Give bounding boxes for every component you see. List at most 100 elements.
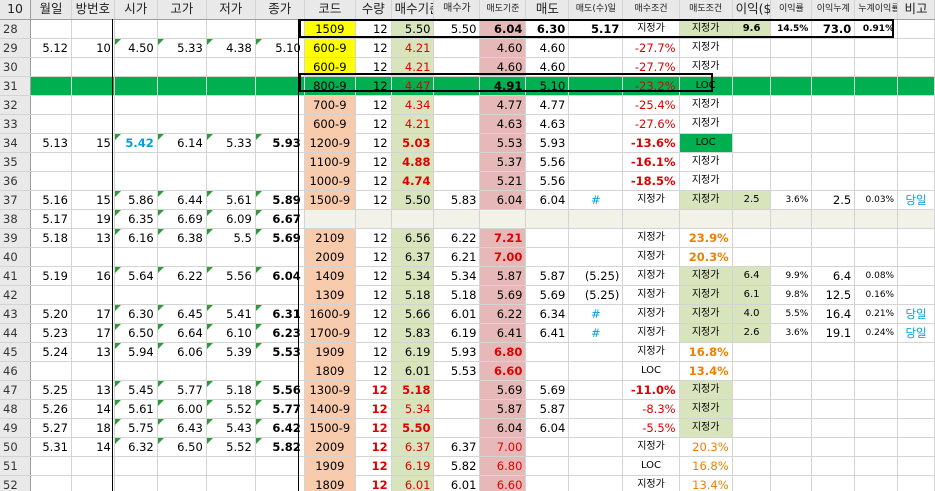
cell-buy-price-col[interactable]: 6.01 [433,304,481,324]
cell-code-col[interactable]: 1500-9 [304,190,356,210]
cell-sell-cond-col[interactable]: 지정가 [679,57,733,77]
row-header[interactable]: 40 [0,247,32,267]
cell-high-col[interactable] [157,57,207,77]
cell-low-col[interactable]: 5.43 [206,418,256,438]
cell-buy-price-col[interactable]: 5.93 [433,342,481,362]
cell-high-col[interactable]: 6.50 [157,437,207,457]
cell-note-col[interactable] [897,342,935,362]
cell-profit-cum-col[interactable]: 73.0 [811,19,856,39]
cell-close-col[interactable] [255,57,305,77]
cell-buy-price-col[interactable] [433,209,481,229]
cell-sell-date-col[interactable] [568,437,624,457]
cell-profit-col[interactable] [732,437,772,457]
cell-buy-cond-col[interactable]: 지정가 [622,266,680,286]
cell-high-col[interactable]: 6.44 [157,190,207,210]
cell-sell-cond-col[interactable]: 16.8% [679,342,733,362]
cell-open-col[interactable] [114,475,158,491]
cell-sell-date-col[interactable] [568,95,624,115]
cell-code-col[interactable]: 1000-9 [304,171,356,191]
cell-note-col[interactable] [897,266,935,286]
cell-note-col[interactable] [897,152,935,172]
cell-sell-basis-col[interactable]: 4.60 [479,38,527,58]
row-header[interactable]: 31 [0,76,32,96]
cell-profit-cum-col[interactable] [811,361,856,381]
cell-low-col[interactable] [206,152,256,172]
cell-profit-rate-col[interactable] [770,456,813,476]
cell-close-col[interactable]: 5.89 [255,190,305,210]
cell-profit-cum-col[interactable] [811,228,856,248]
cell-qty-col[interactable]: 12 [355,76,392,96]
cell-buy-basis-col[interactable]: 6.37 [391,437,435,457]
cell-profit-cum-col[interactable] [811,152,856,172]
cell-sell-cond-col[interactable]: 지정가 [679,114,733,134]
row-header[interactable]: 34 [0,133,32,153]
cell-date-col[interactable]: 5.31 [30,437,72,457]
cell-sell-date-col[interactable] [568,38,624,58]
cell-sell-cond-col[interactable]: LOC [679,76,733,96]
cell-sell-basis-col[interactable]: 4.91 [479,76,527,96]
cell-high-col[interactable]: 6.43 [157,418,207,438]
cell-profit-col[interactable] [732,475,772,491]
cell-sell-date-col[interactable] [568,57,624,77]
cell-profit-col[interactable] [732,247,772,267]
cell-sell-date-col[interactable] [568,171,624,191]
cell-sell-date-col[interactable] [568,152,624,172]
cell-profit-cum-col[interactable] [811,456,856,476]
cell-buy-basis-col[interactable]: 5.83 [391,323,435,343]
cell-buy-cond-col[interactable]: -5.5% [622,418,680,438]
cell-code-col[interactable]: 1700-9 [304,323,356,343]
cell-high-col[interactable] [157,361,207,381]
cell-close-col[interactable]: 6.31 [255,304,305,324]
cell-open-col[interactable] [114,361,158,381]
cell-profit-rate-col[interactable]: 9.9% [770,266,813,286]
cell-date-col[interactable] [30,247,72,267]
cell-open-col[interactable]: 6.50 [114,323,158,343]
cell-high-col[interactable]: 5.33 [157,38,207,58]
cell-note-col[interactable] [897,456,935,476]
cell-qty-col[interactable]: 12 [355,152,392,172]
cell-room-col[interactable] [71,76,115,96]
cell-room-col[interactable]: 14 [71,399,115,419]
cell-note-col[interactable] [897,285,935,305]
cell-profit-col[interactable] [732,228,772,248]
header-date-col[interactable]: 월일 [30,0,72,20]
cell-profit-cum-col[interactable] [811,399,856,419]
cell-profit-rate-col[interactable] [770,475,813,491]
header-room-col[interactable]: 방번호 [71,0,115,20]
cell-open-col[interactable]: 4.50 [114,38,158,58]
cell-sell-date-col[interactable] [568,209,624,229]
header-qty-col[interactable]: 수량 [355,0,392,20]
cell-buy-cond-col[interactable]: -8.3% [622,399,680,419]
cell-qty-col[interactable]: 12 [355,95,392,115]
cell-sell-basis-col[interactable]: 6.60 [479,475,527,491]
cell-sell-col[interactable]: 5.10 [525,76,570,96]
cell-profit-cum-col[interactable]: 16.4 [811,304,856,324]
cell-sell-col[interactable]: 5.69 [525,380,570,400]
cell-room-col[interactable] [71,475,115,491]
cell-close-col[interactable]: 6.42 [255,418,305,438]
cell-note-col[interactable] [897,76,935,96]
cell-profit-rate-col[interactable] [770,114,813,134]
cell-sell-basis-col[interactable]: 6.04 [479,19,527,39]
cell-sell-basis-col[interactable]: 6.41 [479,323,527,343]
cell-sell-date-col[interactable] [568,228,624,248]
cell-qty-col[interactable]: 12 [355,266,392,286]
cell-sell-col[interactable] [525,247,570,267]
cell-date-col[interactable]: 5.18 [30,228,72,248]
cell-sell-basis-col[interactable]: 5.53 [479,133,527,153]
cell-buy-basis-col[interactable]: 5.50 [391,190,435,210]
header-code-col[interactable]: 코드 [304,0,356,20]
cell-sell-date-col[interactable]: (5.25) [568,285,624,305]
row-header[interactable]: 36 [0,171,32,191]
cell-profit-cum-col[interactable]: 12.5 [811,285,856,305]
cell-note-col[interactable] [897,437,935,457]
cell-code-col[interactable]: 600-9 [304,38,356,58]
cell-low-col[interactable] [206,171,256,191]
cell-code-col[interactable]: 1500-9 [304,418,356,438]
cell-code-col[interactable]: 2009 [304,247,356,267]
cell-sell-basis-col[interactable]: 6.80 [479,456,527,476]
cell-high-col[interactable]: 6.06 [157,342,207,362]
cell-qty-col[interactable]: 12 [355,475,392,491]
row-header-10[interactable]: 10 [0,0,32,20]
cell-sell-basis-col[interactable]: 6.04 [479,418,527,438]
